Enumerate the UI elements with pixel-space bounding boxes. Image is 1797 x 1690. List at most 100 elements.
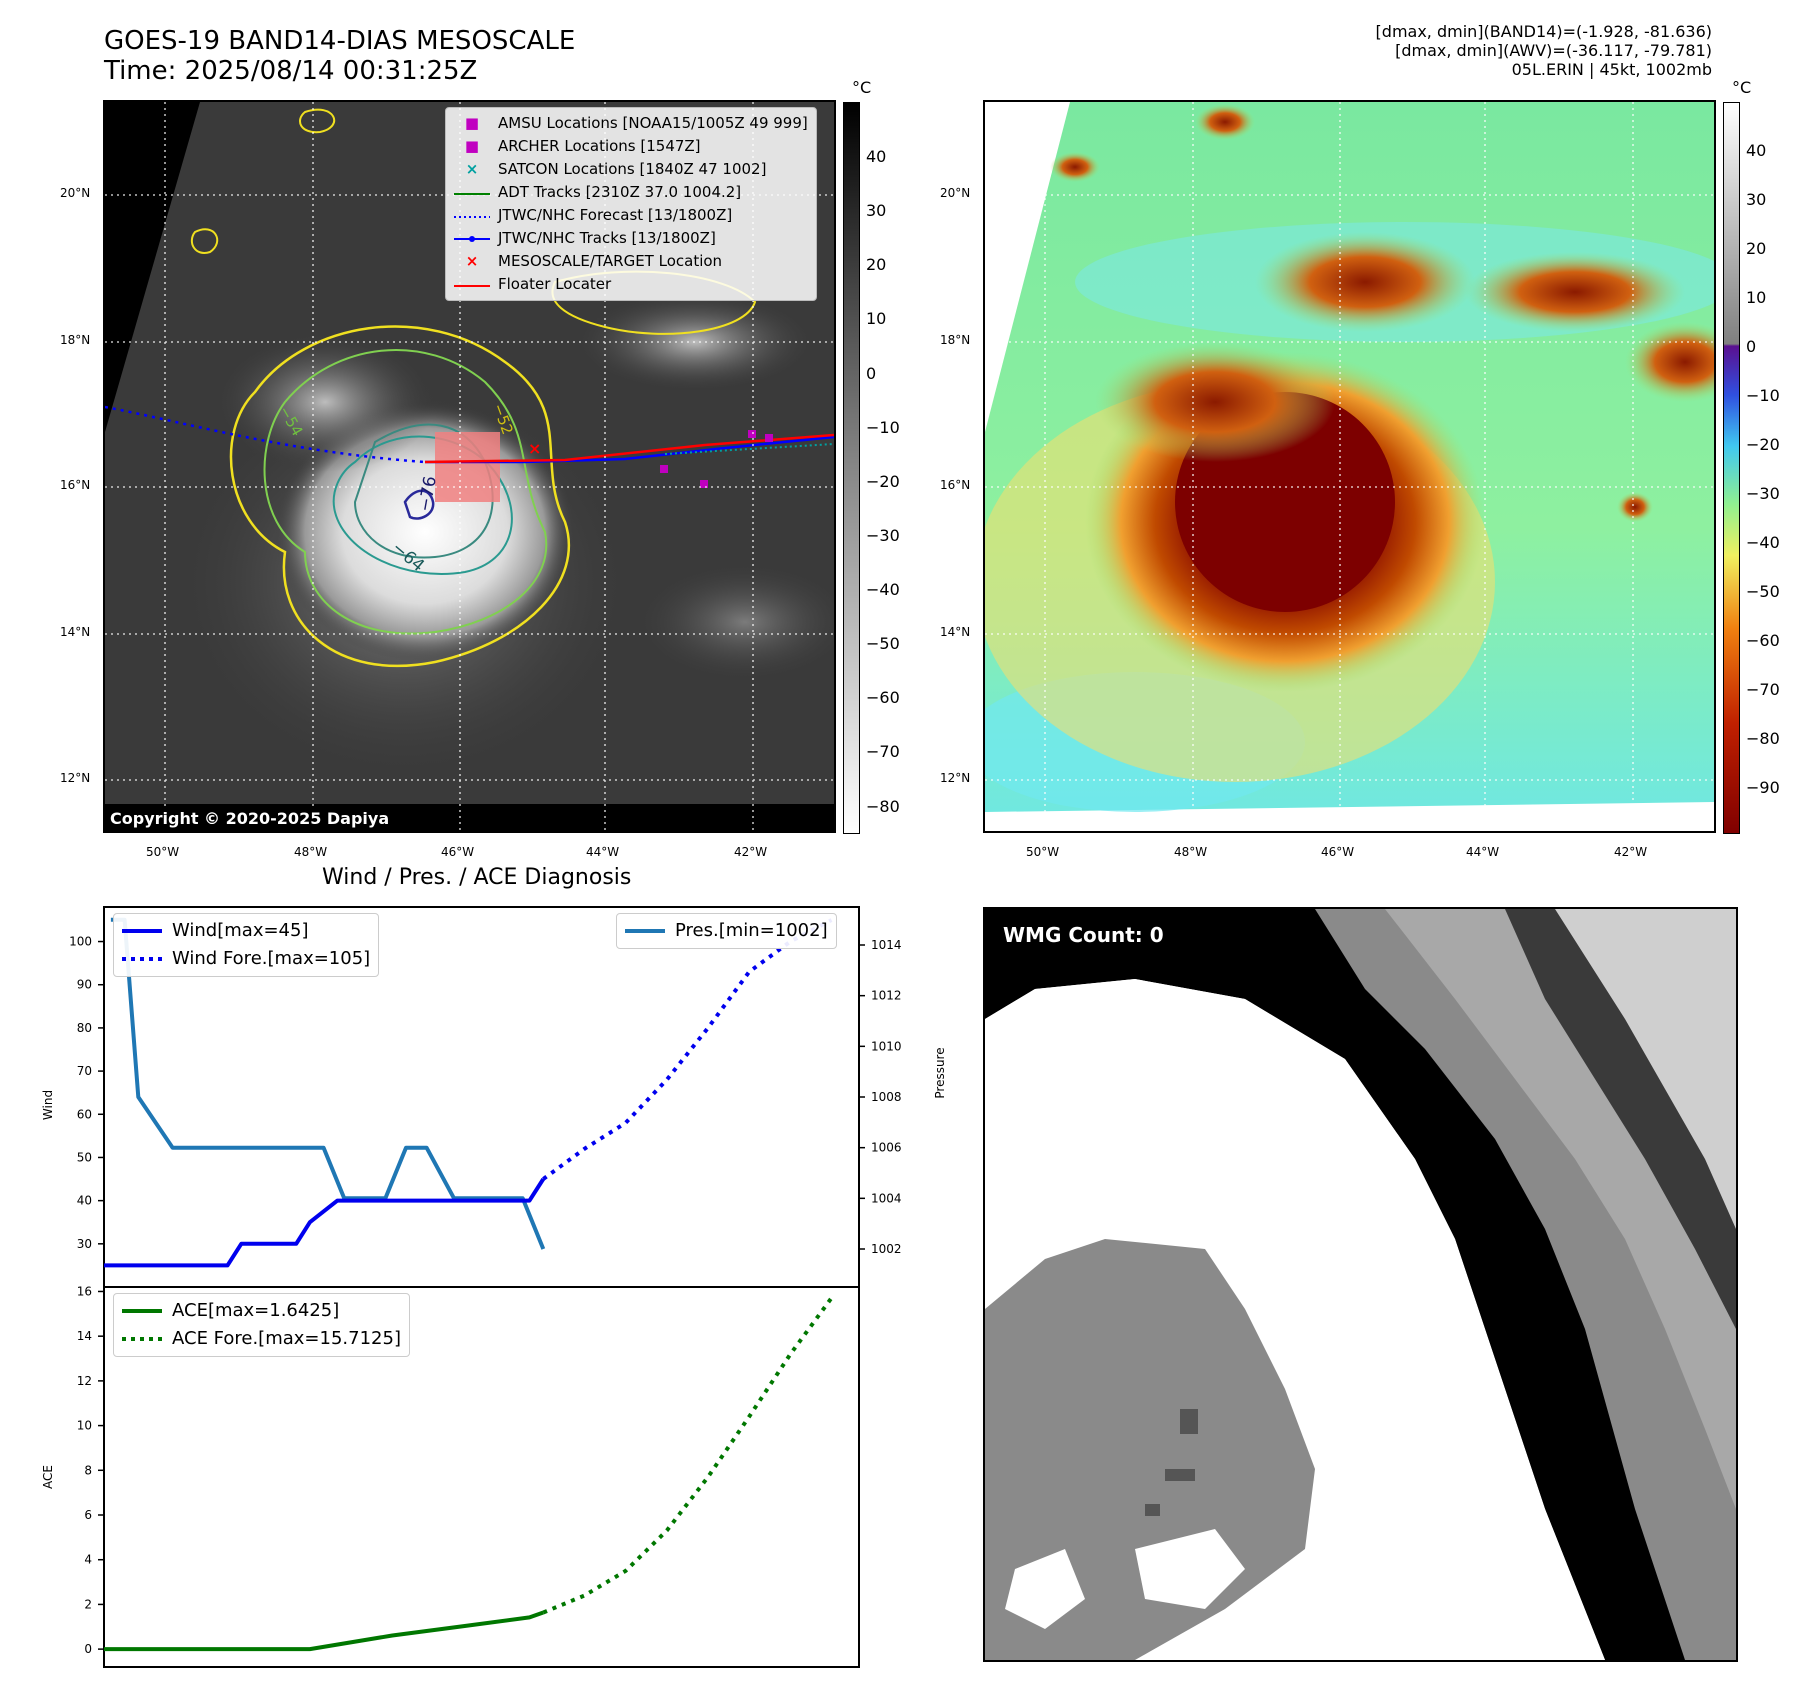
wind-tick-label: 80: [77, 1021, 92, 1035]
ace-series-line: [104, 1610, 544, 1652]
pressure-tick-label: 1004: [871, 1191, 902, 1205]
lon-tick: 50°W: [1026, 845, 1060, 859]
pressure-tick-label: 1006: [871, 1141, 902, 1155]
ace-tick-label: 8: [84, 1463, 92, 1477]
legend-item-amsu: ■ AMSU Locations [NOAA15/1005Z 49 999]: [454, 112, 808, 135]
pressure-tick-label: 1014: [871, 938, 902, 952]
ace-tick-label: 4: [84, 1553, 92, 1567]
wmg-panel: WMG Count: 0: [983, 907, 1738, 1662]
wind-axis-label: Wind: [41, 1090, 55, 1120]
wind-tick-label: 100: [69, 935, 92, 949]
dotted-line-icon: [454, 204, 490, 227]
legend-item-ace-forecast: ACE Fore.[max=15.7125]: [122, 1325, 401, 1353]
legend-item-target: × MESOSCALE/TARGET Location: [454, 250, 808, 273]
info-band14-range: [dmax, dmin](BAND14)=(-1.928, -81.636): [1375, 22, 1712, 41]
dotted-line-icon: [122, 957, 162, 961]
dotted-line-icon: [122, 1337, 162, 1341]
legend-item-wind: Wind[max=45]: [122, 917, 370, 945]
ace-legend: ACE[max=1.6425] ACE Fore.[max=15.7125]: [113, 1293, 410, 1357]
lon-tick: 42°W: [1614, 845, 1648, 859]
solid-line-icon: [122, 1309, 162, 1313]
legend-item-satcon: × SATCON Locations [1840Z 47 1002]: [454, 158, 808, 181]
page-title: GOES-19 BAND14-DIAS MESOSCALE: [104, 26, 576, 56]
wmg-image: [985, 909, 1736, 1660]
ace-forecast-line: [542, 1296, 834, 1615]
solid-line-icon: [625, 929, 665, 933]
legend-item-pressure: Pres.[min=1002]: [625, 917, 828, 945]
ace-tick-label: 6: [84, 1508, 92, 1522]
ace-tick-label: 10: [77, 1419, 92, 1433]
lat-tick: 16°N: [940, 478, 971, 492]
ir-nodata-wedge: [105, 102, 200, 432]
lat-tick: 16°N: [60, 478, 91, 492]
pressure-legend: Pres.[min=1002]: [616, 913, 837, 949]
lon-tick: 44°W: [1466, 845, 1500, 859]
wind-legend: Wind[max=45] Wind Fore.[max=105]: [113, 913, 380, 977]
legend-item-adt: ADT Tracks [2310Z 37.0 1004.2]: [454, 181, 808, 204]
ace-tick-label: 16: [77, 1284, 92, 1298]
forecast-track: [105, 405, 426, 464]
ace-tick-label: 2: [84, 1597, 92, 1611]
lat-tick: 18°N: [60, 333, 91, 347]
ir-colorbar-unit: °C: [852, 78, 872, 97]
pressure-series-line: [110, 917, 546, 1250]
info-awv-range: [dmax, dmin](AWV)=(-36.117, -79.781): [1395, 41, 1712, 60]
pressure-tick-label: 1008: [871, 1090, 902, 1104]
lon-tick: 46°W: [441, 845, 475, 859]
lat-tick: 14°N: [60, 625, 91, 639]
copyright-label: Copyright © 2020-2025 Dapiya: [106, 807, 394, 830]
lat-tick: 12°N: [940, 771, 971, 785]
lon-tick: 44°W: [586, 845, 620, 859]
x-marker-icon: ×: [465, 160, 479, 178]
pressure-tick-label: 1010: [871, 1039, 902, 1053]
pressure-axis-label: Pressure: [933, 1047, 947, 1098]
color-image: [985, 102, 1714, 831]
wind-series-line: [104, 1177, 545, 1268]
ir-legend: ■ AMSU Locations [NOAA15/1005Z 49 999] ■ A…: [445, 107, 817, 301]
legend-item-forecast: JTWC/NHC Forecast [13/1800Z]: [454, 204, 808, 227]
line-icon: [454, 181, 490, 204]
lon-tick: 50°W: [146, 845, 180, 859]
legend-item-ace: ACE[max=1.6425]: [122, 1297, 401, 1325]
ace-plot-frame: [103, 1286, 860, 1668]
ace-tick-label: 12: [77, 1374, 92, 1388]
wind-tick-label: 70: [77, 1064, 92, 1078]
color-colorbar-unit: °C: [1732, 78, 1752, 97]
legend-item-wind-forecast: Wind Fore.[max=105]: [122, 945, 370, 973]
lat-tick: 12°N: [60, 771, 91, 785]
legend-item-tracks: JTWC/NHC Tracks [13/1800Z]: [454, 227, 808, 250]
ace-tick-label: 0: [84, 1642, 92, 1656]
diag-title: Wind / Pres. / ACE Diagnosis: [322, 865, 632, 890]
ir-image: ×: [105, 102, 834, 831]
color-image-panel: [983, 100, 1716, 833]
lat-tick: 20°N: [60, 186, 91, 200]
lat-tick: 14°N: [940, 625, 971, 639]
info-block: [dmax, dmin](BAND14)=(-1.928, -81.636) […: [1376, 22, 1712, 79]
lon-tick: 42°W: [734, 845, 768, 859]
square-marker-icon: ■: [464, 114, 480, 132]
lat-tick: 18°N: [940, 333, 971, 347]
wind-forecast-line: [542, 918, 833, 1181]
lon-tick: 48°W: [1174, 845, 1208, 859]
pressure-tick-label: 1002: [871, 1242, 902, 1256]
pressure-tick-label: 1012: [871, 989, 902, 1003]
square-marker-icon: ■: [464, 137, 480, 155]
wind-tick-label: 30: [77, 1237, 92, 1251]
lon-tick: 46°W: [1321, 845, 1355, 859]
line-dot-icon: [454, 227, 490, 250]
page-subtitle-time: Time: 2025/08/14 00:31:25Z: [104, 56, 478, 86]
wind-tick-label: 90: [77, 978, 92, 992]
lat-tick: 20°N: [940, 186, 971, 200]
lon-tick: 48°W: [294, 845, 328, 859]
floater-box: [435, 432, 500, 502]
info-storm: 05L.ERIN | 45kt, 1002mb: [1511, 60, 1712, 79]
wind-tick-label: 60: [77, 1107, 92, 1121]
wind-tick-label: 50: [77, 1150, 92, 1164]
ir-colorbar: [843, 102, 860, 834]
wind-tick-label: 40: [77, 1194, 92, 1208]
line-icon: [454, 273, 490, 296]
legend-item-floater: Floater Locater: [454, 273, 808, 296]
ir-image-panel: × −76 −64 −54 −52 ■ AMSU Locations [NOAA1…: [103, 100, 836, 833]
ace-axis-label: ACE: [41, 1465, 55, 1489]
